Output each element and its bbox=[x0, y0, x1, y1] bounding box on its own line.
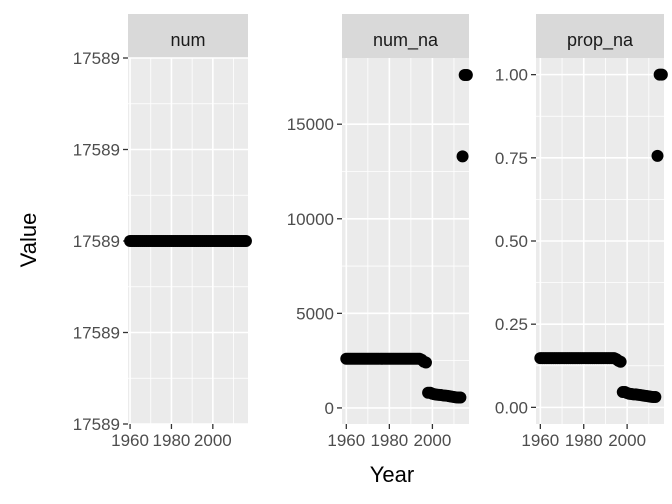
facet-strip bbox=[128, 14, 248, 58]
data-point bbox=[655, 68, 668, 81]
facet-strip bbox=[342, 14, 469, 58]
y-tick-label: 0.50 bbox=[495, 232, 528, 251]
data-point bbox=[651, 149, 664, 162]
x-tick-label: 2000 bbox=[194, 431, 232, 450]
data-point bbox=[419, 356, 432, 369]
y-tick-label: 17589 bbox=[73, 415, 120, 434]
facet-strip bbox=[536, 14, 664, 58]
y-tick-label: 0.00 bbox=[495, 398, 528, 417]
y-tick-label: 17589 bbox=[73, 324, 120, 343]
data-point bbox=[239, 235, 252, 247]
x-tick-label: 2000 bbox=[413, 431, 451, 450]
x-tick-label: 1980 bbox=[370, 431, 408, 450]
x-tick-label: 1960 bbox=[521, 431, 559, 450]
y-tick-label: 0.25 bbox=[495, 315, 528, 334]
x-tick-label: 1960 bbox=[111, 431, 149, 450]
data-point bbox=[649, 391, 662, 404]
data-point bbox=[460, 69, 473, 82]
y-tick-label: 0 bbox=[325, 399, 334, 418]
facet-num-na: num_na 0 5000 10000 15000 1960 1980 2000 bbox=[287, 14, 473, 450]
x-tick-label: 1980 bbox=[153, 431, 191, 450]
data-point bbox=[614, 355, 627, 368]
x-axis-title: Year bbox=[370, 462, 414, 487]
y-tick-label: 1.00 bbox=[495, 66, 528, 85]
x-tick-label: 2000 bbox=[608, 431, 646, 450]
data-point bbox=[456, 150, 469, 163]
panel-background bbox=[342, 58, 469, 424]
y-tick-label: 5000 bbox=[296, 304, 334, 323]
x-tick-label: 1980 bbox=[565, 431, 603, 450]
facet-strip-label: num_na bbox=[373, 30, 439, 51]
facet-prop-na: prop_na 0.00 0.25 0.50 0.75 1.00 1960 1980 2000 bbox=[495, 14, 668, 450]
x-tick-label: 1960 bbox=[327, 431, 365, 450]
y-tick-label: 15000 bbox=[287, 115, 334, 134]
y-tick-label: 17589 bbox=[73, 141, 120, 160]
facet-strip-label: num bbox=[170, 30, 205, 50]
y-tick-label: 17589 bbox=[73, 232, 120, 251]
facet-strip-label: prop_na bbox=[567, 30, 634, 51]
y-tick-label: 17589 bbox=[73, 49, 120, 68]
y-axis-title: Value bbox=[16, 213, 41, 268]
data-point bbox=[454, 391, 467, 404]
y-tick-label: 10000 bbox=[287, 210, 334, 229]
y-tick-label: 0.75 bbox=[495, 149, 528, 168]
